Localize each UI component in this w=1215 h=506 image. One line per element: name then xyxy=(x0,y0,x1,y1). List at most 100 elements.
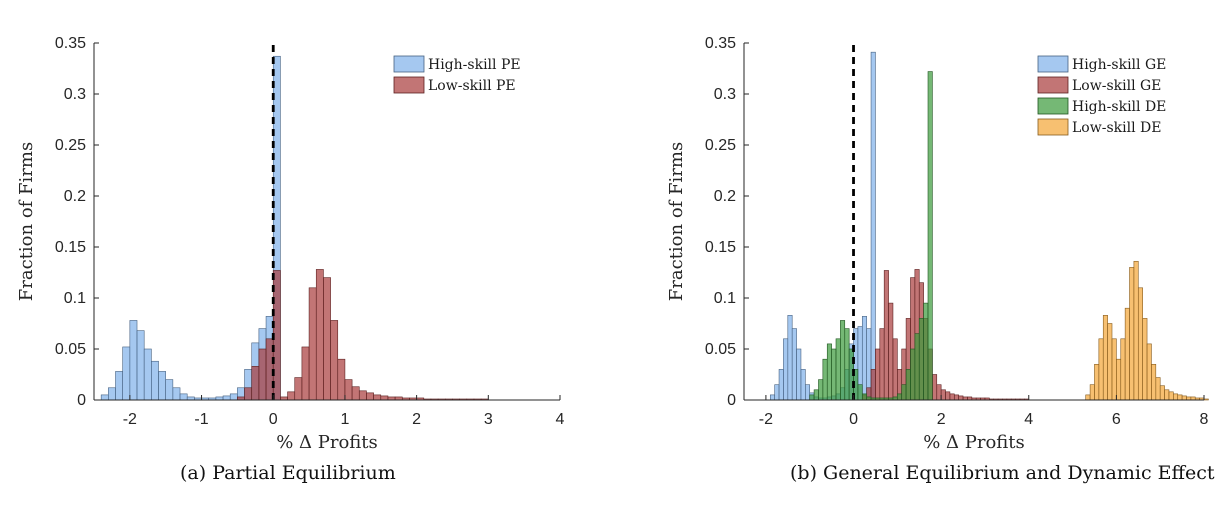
legend-swatch xyxy=(1037,76,1069,94)
histogram-bar xyxy=(774,384,780,401)
histogram-bar xyxy=(1098,338,1104,401)
histogram-bar xyxy=(932,374,938,401)
x-tick-label: 4 xyxy=(556,411,565,428)
histogram-bar xyxy=(901,384,907,401)
histogram-bar xyxy=(1177,394,1183,401)
histogram-bar xyxy=(222,395,231,401)
series-high-skill-pe xyxy=(100,55,281,401)
histogram-bar xyxy=(1181,395,1187,401)
histogram-bar xyxy=(136,330,145,401)
histogram-bar xyxy=(809,394,815,401)
histogram-bar xyxy=(337,358,346,401)
y-tick-label: 0.2 xyxy=(64,188,86,205)
y-tick-label: 0.05 xyxy=(705,341,736,358)
legend-swatch xyxy=(1037,118,1069,136)
histogram-bar xyxy=(918,318,924,401)
histogram-bar xyxy=(1124,307,1130,401)
histogram-bar xyxy=(143,348,152,401)
histogram-bar xyxy=(927,71,933,401)
histogram-bar xyxy=(870,51,876,401)
series-low-skill-ge xyxy=(861,269,1030,401)
histogram-bar xyxy=(165,379,174,401)
histogram-bar xyxy=(818,379,824,401)
x-axis-label: % Δ Profits xyxy=(276,432,378,453)
histogram-bar xyxy=(351,386,360,401)
histogram-bar xyxy=(151,360,159,401)
x-tick-label: 2 xyxy=(937,411,946,428)
histogram-bar xyxy=(358,390,367,401)
histogram-bar xyxy=(122,346,131,401)
histogram-bar xyxy=(100,394,109,401)
histogram-bar xyxy=(1111,338,1117,401)
histogram-bar xyxy=(844,328,850,401)
histogram-bar xyxy=(158,371,166,401)
x-tick-label: -2 xyxy=(123,411,137,428)
y-tick-label: 0.1 xyxy=(714,290,736,307)
histogram-bar xyxy=(323,277,331,401)
histogram-bar xyxy=(800,369,806,401)
histogram-bar xyxy=(826,343,832,401)
histogram-bar xyxy=(897,393,903,401)
y-tick-label: 0.35 xyxy=(705,35,736,52)
histogram-bar xyxy=(244,387,253,401)
caption-panel-a: (a) Partial Equilibrium xyxy=(180,462,396,484)
histogram-bar xyxy=(301,346,310,401)
y-axis-label: Fraction of Firms xyxy=(16,142,37,301)
legend-label: Low-skill GE xyxy=(1072,78,1161,94)
histogram-bar xyxy=(861,393,867,401)
histogram-bar xyxy=(840,320,846,401)
x-tick-label: 8 xyxy=(1200,411,1209,428)
histogram-bar xyxy=(783,338,789,401)
histogram-bar xyxy=(380,395,389,401)
histogram-bar xyxy=(1151,363,1157,401)
histogram-bar xyxy=(1142,318,1148,401)
histogram-bar xyxy=(1173,393,1179,401)
caption-panel-b: (b) General Equilibrium and Dynamic Effe… xyxy=(790,462,1215,484)
histogram-bar xyxy=(1203,398,1209,401)
histogram-bar xyxy=(344,379,353,401)
histogram-bar xyxy=(287,391,296,401)
histogram-bar xyxy=(1120,338,1126,401)
chart-panel-partial-equilibrium: 0 0.05 0.1 0.15 0.2 0.25 0.3 0.35 -2 -1 0 1 2 3 4 % Δ P… xyxy=(16,35,565,453)
histogram-bar xyxy=(108,387,116,401)
histogram-bar xyxy=(870,369,876,401)
histogram-bar xyxy=(945,391,951,401)
histogram-bar xyxy=(857,384,863,401)
y-tick-label: 0 xyxy=(77,392,86,409)
histogram-bar xyxy=(813,389,819,401)
histogram-bar xyxy=(115,371,123,401)
histogram-bar xyxy=(769,394,775,401)
legend-swatch xyxy=(393,55,425,73)
histogram-bar xyxy=(835,338,841,401)
histogram-bar xyxy=(940,389,946,401)
legend-label: High-skill GE xyxy=(1072,57,1166,73)
y-tick-label: 0.05 xyxy=(55,341,86,358)
histogram-bar xyxy=(791,328,797,401)
x-tick-label: -1 xyxy=(194,411,208,428)
histogram-bar xyxy=(949,393,955,401)
histogram-bar xyxy=(883,270,889,401)
histogram-bar xyxy=(1089,384,1095,401)
y-tick-label: 0.25 xyxy=(55,137,86,154)
histogram-bar xyxy=(294,377,303,401)
histogram-bar xyxy=(1168,391,1174,401)
legend: High-skill GE Low-skill GE High-skill DE Lo… xyxy=(1035,51,1197,143)
histogram-bar xyxy=(1155,377,1161,401)
histogram-bar xyxy=(315,269,324,401)
histogram-bar xyxy=(796,348,802,401)
histogram-bar xyxy=(1085,394,1091,401)
histogram-bar xyxy=(778,369,784,401)
legend-swatch xyxy=(393,76,425,94)
histogram-bar xyxy=(1102,315,1108,401)
legend: High-skill PE Low-skill PE xyxy=(391,51,553,101)
y-tick-label: 0.25 xyxy=(705,137,736,154)
series-low-skill-de xyxy=(1085,260,1209,401)
series-high-skill-ge xyxy=(769,51,876,401)
histogram-bar xyxy=(1164,389,1170,401)
chart-panel-general-equilibrium: 0 0.05 0.1 0.15 0.2 0.25 0.3 0.35 -2 0 2 4 6 8 % Δ Pro… xyxy=(666,35,1209,453)
histogram-bar xyxy=(1146,343,1152,401)
histogram-bar xyxy=(805,384,811,401)
x-tick-label: 6 xyxy=(1112,411,1121,428)
histogram-bar xyxy=(910,348,916,401)
